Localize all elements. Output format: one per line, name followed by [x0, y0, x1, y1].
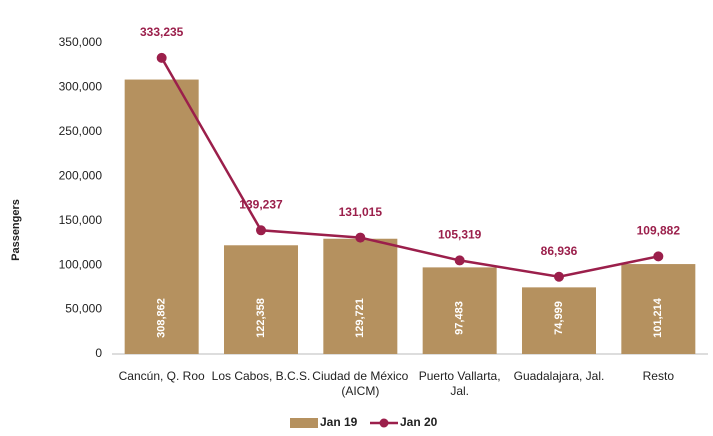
line-label: 139,237: [239, 197, 283, 211]
bar-label: 97,483: [454, 301, 466, 335]
bar-label: 129,721: [354, 298, 366, 338]
x-tick-label: Los Cabos, B.C.S.: [211, 369, 311, 383]
y-tick-label: 50,000: [65, 302, 102, 316]
bar: [323, 238, 398, 354]
y-tick-label: 350,000: [59, 35, 103, 49]
line-label: 105,319: [438, 228, 482, 242]
y-tick-label: 300,000: [59, 80, 103, 94]
bar: [621, 264, 696, 354]
x-tick-label: Ciudad de México (AICM): [312, 369, 409, 398]
line-marker: [454, 255, 465, 266]
x-tick-label: Resto: [642, 369, 674, 383]
line-label: 131,015: [339, 205, 383, 219]
y-tick-label: 200,000: [59, 168, 103, 182]
legend-marker: [379, 418, 389, 428]
bar-label: 122,358: [255, 298, 267, 338]
legend-swatch: [290, 418, 318, 428]
bar-label: 101,214: [652, 297, 664, 338]
line-label: 86,936: [541, 244, 578, 258]
y-tick-label: 100,000: [59, 257, 103, 271]
x-tick-label: Puerto Vallarta, Jal.: [418, 369, 501, 398]
x-tick-label: Guadalajara, Jal.: [513, 369, 605, 383]
line-marker: [554, 271, 564, 282]
bar: [124, 79, 199, 355]
line-marker: [355, 232, 366, 243]
line-marker: [256, 225, 266, 236]
y-tick-label: 250,000: [59, 124, 103, 138]
line-label: 109,882: [637, 224, 681, 238]
y-tick-label: 0: [95, 346, 102, 360]
bar-label: 74,999: [553, 301, 565, 335]
line: [160, 57, 659, 279]
line-marker: [653, 251, 664, 262]
bar: [522, 287, 596, 354]
legend-label: Jan 20: [400, 415, 438, 429]
y-tick-label: 150,000: [59, 213, 103, 227]
legend-label: Jan 19: [320, 415, 358, 429]
line-marker: [156, 52, 167, 63]
x-tick-label: Cancún, Q. Roo: [118, 369, 205, 383]
bar: [422, 267, 497, 354]
line-label: 333,235: [140, 25, 184, 39]
bar: [224, 245, 298, 354]
y-axis-label: Passengers: [10, 199, 22, 261]
bar-label: 308,862: [156, 298, 168, 338]
